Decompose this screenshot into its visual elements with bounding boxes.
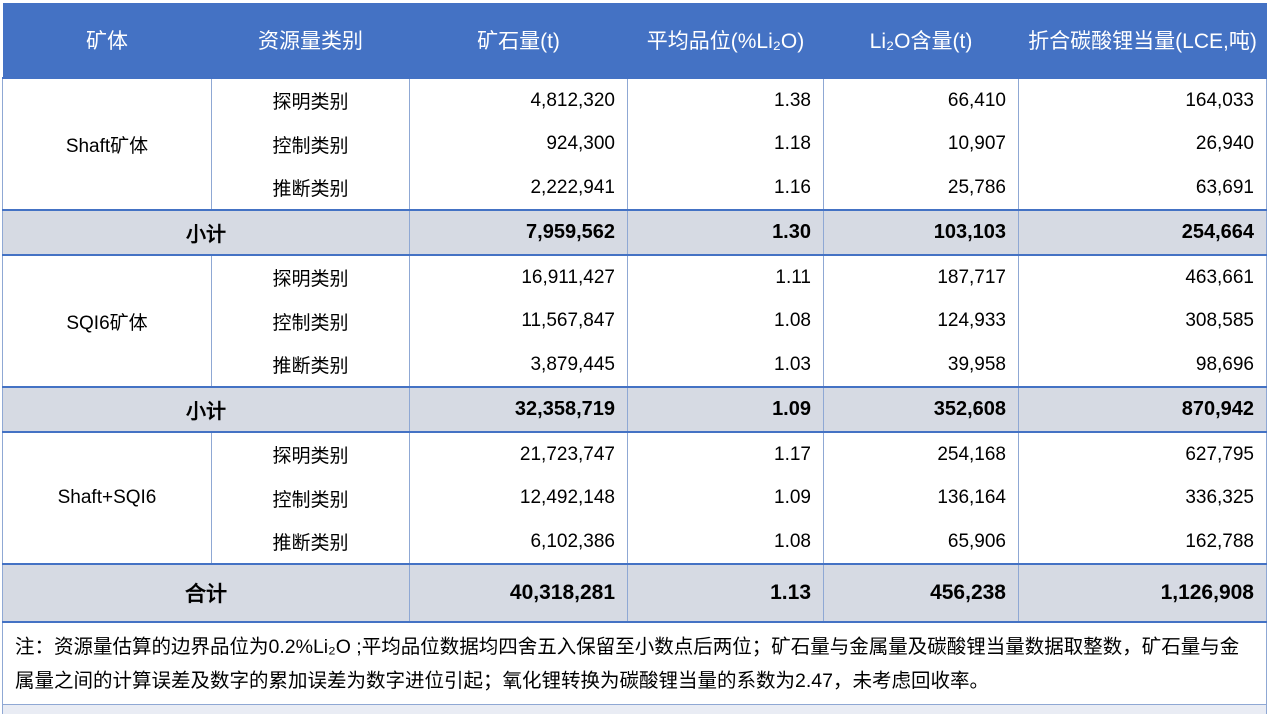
lce-cell: 162,788 (1018, 520, 1267, 564)
category-cell: 控制类别 (211, 122, 410, 166)
li2o-content-cell: 187,717 (823, 254, 1019, 299)
avg-grade-cell: 1.18 (627, 122, 824, 166)
category-cell: 控制类别 (211, 476, 410, 520)
data-row: 推断类别 6,102,386 1.08 65,906 162,788 (3, 520, 1267, 564)
ore-amount-cell: 16,911,427 (409, 254, 628, 299)
total-li2o-cell: 456,238 (823, 563, 1019, 623)
ore-amount-cell: 4,812,320 (409, 77, 628, 122)
subtotal-grade-cell: 1.09 (627, 386, 824, 433)
mineral-resource-table: 矿体 资源量类别 矿石量(t) 平均品位(%Li₂O) Li₂O含量(t) 折合… (2, 3, 1267, 714)
li2o-content-cell: 124,933 (823, 299, 1019, 343)
lce-cell: 63,691 (1018, 166, 1267, 210)
ore-amount-cell: 3,879,445 (409, 343, 628, 387)
ore-amount-cell: 11,567,847 (409, 299, 628, 343)
ore-amount-cell: 12,492,148 (409, 476, 628, 520)
col-header-li2o-content: Li₂O含量(t) (823, 3, 1019, 78)
orebody-cell: Shaft矿体 (2, 77, 212, 210)
category-cell: 探明类别 (211, 431, 410, 476)
avg-grade-cell: 1.09 (627, 476, 824, 520)
subtotal-li2o-cell: 103,103 (823, 209, 1019, 256)
note-row: 注：资源量估算的边界品位为0.2%Li₂O ;平均品位数据均四舍五入保留至小数点… (2, 622, 1267, 706)
avg-grade-cell: 1.03 (627, 343, 824, 387)
lce-cell: 308,585 (1018, 299, 1267, 343)
subtotal-row: 小计 32,358,719 1.09 352,608 870,942 (2, 386, 1267, 433)
category-cell: 推断类别 (211, 166, 410, 210)
subtotal-ore-cell: 7,959,562 (409, 209, 628, 256)
li2o-content-cell: 65,906 (823, 520, 1019, 564)
subtotal-row: 小计 7,959,562 1.30 103,103 254,664 (2, 209, 1267, 256)
col-header-lce: 折合碳酸锂当量(LCE,吨) (1018, 3, 1267, 78)
ore-amount-cell: 924,300 (409, 122, 628, 166)
total-ore-cell: 40,318,281 (409, 563, 628, 623)
col-header-category: 资源量类别 (211, 3, 410, 78)
li2o-content-cell: 39,958 (823, 343, 1019, 387)
data-row: Shaft+SQI6 探明类别 21,723,747 1.17 254,168 627,7… (2, 431, 1267, 564)
li2o-content-cell: 25,786 (823, 166, 1019, 210)
total-grade-cell: 1.13 (627, 563, 824, 623)
category-cell: 探明类别 (211, 254, 410, 299)
data-row: 推断类别 2,222,941 1.16 25,786 63,691 (3, 166, 1267, 210)
avg-grade-cell: 1.08 (627, 299, 824, 343)
lce-cell: 26,940 (1018, 122, 1267, 166)
subtotal-label-cell: 小计 (2, 386, 410, 433)
avg-grade-cell: 1.08 (627, 520, 824, 564)
lce-cell: 164,033 (1018, 77, 1267, 122)
data-row: SQI6矿体 探明类别 16,911,427 1.11 187,717 463,661 (2, 254, 1267, 387)
data-row: 推断类别 3,879,445 1.03 39,958 98,696 (3, 343, 1267, 387)
col-header-avg-grade: 平均品位(%Li₂O) (627, 3, 824, 78)
lce-cell: 463,661 (1018, 254, 1267, 299)
data-row: 控制类别 12,492,148 1.09 136,164 336,325 (3, 476, 1267, 520)
orebody-cell: SQI6矿体 (2, 254, 212, 387)
col-header-ore-amount: 矿石量(t) (409, 3, 628, 78)
subtotal-ore-cell: 32,358,719 (409, 386, 628, 433)
lce-cell: 627,795 (1018, 431, 1267, 476)
subtotal-label-cell: 小计 (2, 209, 410, 256)
li2o-content-cell: 136,164 (823, 476, 1019, 520)
data-row: 控制类别 11,567,847 1.08 124,933 308,585 (3, 299, 1267, 343)
li2o-content-cell: 254,168 (823, 431, 1019, 476)
header-row: 矿体 资源量类别 矿石量(t) 平均品位(%Li₂O) Li₂O含量(t) 折合… (2, 3, 1267, 78)
bottom-strip-row (2, 704, 1267, 714)
subtotal-grade-cell: 1.30 (627, 209, 824, 256)
total-lce-cell: 1,126,908 (1018, 563, 1267, 623)
avg-grade-cell: 1.11 (627, 254, 824, 299)
avg-grade-cell: 1.16 (627, 166, 824, 210)
ore-amount-cell: 21,723,747 (409, 431, 628, 476)
data-row: 控制类别 924,300 1.18 10,907 26,940 (3, 122, 1267, 166)
bottom-strip (2, 704, 1267, 714)
total-label-cell: 合计 (2, 563, 410, 623)
col-header-orebody: 矿体 (2, 3, 212, 78)
category-cell: 探明类别 (211, 77, 410, 122)
subtotal-lce-cell: 254,664 (1018, 209, 1267, 256)
lce-cell: 98,696 (1018, 343, 1267, 387)
total-row: 合计 40,318,281 1.13 456,238 1,126,908 (2, 563, 1267, 623)
subtotal-lce-cell: 870,942 (1018, 386, 1267, 433)
table-note: 注：资源量估算的边界品位为0.2%Li₂O ;平均品位数据均四舍五入保留至小数点… (2, 622, 1267, 706)
ore-amount-cell: 6,102,386 (409, 520, 628, 564)
category-cell: 控制类别 (211, 299, 410, 343)
ore-amount-cell: 2,222,941 (409, 166, 628, 210)
data-row: Shaft矿体 探明类别 4,812,320 1.38 66,410 164,033 (2, 77, 1267, 210)
avg-grade-cell: 1.38 (627, 77, 824, 122)
avg-grade-cell: 1.17 (627, 431, 824, 476)
lce-cell: 336,325 (1018, 476, 1267, 520)
category-cell: 推断类别 (211, 343, 410, 387)
li2o-content-cell: 66,410 (823, 77, 1019, 122)
subtotal-li2o-cell: 352,608 (823, 386, 1019, 433)
category-cell: 推断类别 (211, 520, 410, 564)
orebody-cell: Shaft+SQI6 (2, 431, 212, 564)
li2o-content-cell: 10,907 (823, 122, 1019, 166)
